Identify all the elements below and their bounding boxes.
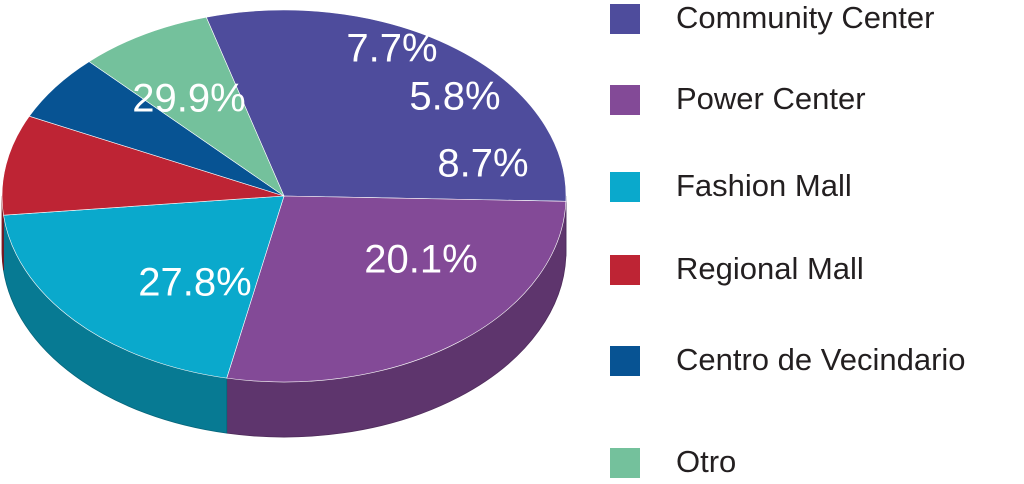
legend-label: Regional Mall: [676, 251, 864, 287]
legend-item-centro-de-vecindario: Centro de Vecindario: [610, 342, 1024, 382]
legend-label: Centro de Vecindario: [676, 342, 966, 378]
slice-value-label-regional-mall: 8.7%: [437, 142, 528, 186]
slice-value-label-otro: 7.7%: [346, 27, 437, 71]
legend-swatch: [610, 255, 640, 285]
legend-swatch: [610, 172, 640, 202]
slice-value-label-community-center: 29.9%: [132, 77, 245, 121]
legend-item-regional-mall: Regional Mall: [610, 251, 1024, 291]
legend-label: Power Center: [676, 81, 866, 117]
legend-swatch: [610, 448, 640, 478]
legend-label: Fashion Mall: [676, 168, 852, 204]
pie-slices: [2, 10, 566, 382]
slice-value-label-centro-de-vecindario: 5.8%: [409, 75, 500, 119]
slice-value-label-fashion-mall: 20.1%: [364, 238, 477, 282]
legend-item-power-center: Power Center: [610, 81, 1024, 121]
legend-item-otro: Otro: [610, 444, 1024, 484]
pie-chart: 29.9% 27.8% 20.1% 8.7% 5.8%7.7%: [0, 0, 600, 476]
legend-label: Otro: [676, 444, 736, 480]
slice-value-label-power-center: 27.8%: [138, 261, 251, 305]
legend-label: Community Center: [676, 0, 934, 36]
legend-swatch: [610, 85, 640, 115]
legend-swatch: [610, 346, 640, 376]
legend-swatch: [610, 4, 640, 34]
legend-item-community-center: Community Center: [610, 0, 1024, 40]
legend-item-fashion-mall: Fashion Mall: [610, 168, 1024, 208]
